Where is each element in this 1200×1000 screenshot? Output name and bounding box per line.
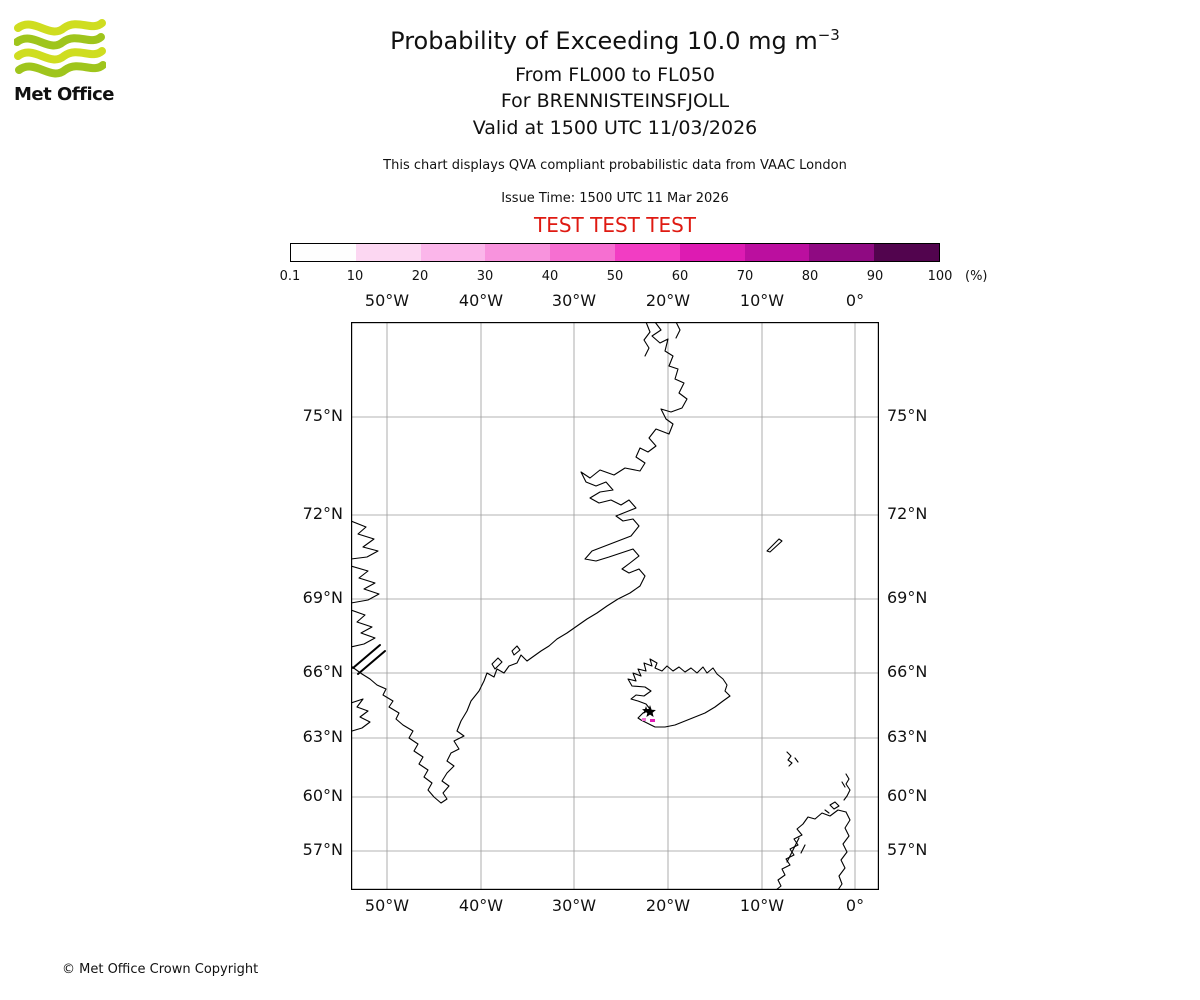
coastline-greenland-west-hatch-1	[352, 644, 381, 669]
coastlines	[351, 322, 851, 890]
met-office-logo: Met Office	[13, 16, 115, 105]
probability-patch-dark	[650, 719, 655, 722]
qva-description: This chart displays QVA compliant probab…	[383, 158, 847, 173]
map-border	[351, 322, 879, 890]
lat-tick-right-4: 63°N	[887, 727, 928, 746]
colorbar-tick-label-5: 50	[606, 269, 624, 284]
test-banner: TEST TEST TEST	[533, 213, 696, 237]
lat-tick-left-1: 72°N	[302, 504, 343, 523]
coastline-scotland-east	[837, 811, 851, 890]
coastline-shetland	[843, 773, 851, 801]
met-office-logo-waves-icon	[13, 19, 107, 78]
issue-time: Issue Time: 1500 UTC 11 Mar 2026	[501, 191, 729, 206]
colorbar-labels: 0.1 10 20 30 40 50 60 70 80 90 100	[280, 269, 953, 287]
coastline-greenland-nuuk-fjords	[351, 698, 371, 732]
lat-tick-right-0: 75°N	[887, 406, 928, 425]
lon-tick-bottom-2: 30°W	[551, 896, 597, 915]
coastline-greenland-north-fjord	[643, 322, 651, 357]
colorbar-segment-2	[420, 244, 486, 261]
colorbar-tick-label-7: 70	[736, 269, 754, 284]
lon-tick-top-0: 50°W	[364, 291, 410, 310]
coastline-greenland-islet-2	[511, 645, 521, 656]
colorbar-segment-9	[874, 244, 939, 261]
copyright-notice: © Met Office Crown Copyright	[62, 962, 259, 977]
lat-tick-right-2: 69°N	[887, 588, 928, 607]
lat-tick-right-5: 60°N	[887, 786, 928, 805]
coastline-shetland-2	[841, 781, 846, 788]
colorbar-tick-label-4: 40	[541, 269, 559, 284]
colorbar-tick-label-8: 80	[801, 269, 819, 284]
lon-tick-bottom-5: 0°	[845, 896, 865, 915]
subtitle-valid-time: Valid at 1500 UTC 11/03/2026	[472, 117, 758, 139]
colorbar-segment-4	[550, 244, 615, 261]
colorbar-tick-label-3: 30	[476, 269, 494, 284]
coastline-jan-mayen	[766, 538, 783, 553]
coastline-scotland-west	[775, 809, 847, 890]
coastline-faroes-2	[794, 757, 799, 763]
colorbar-tick-label-9: 90	[866, 269, 884, 284]
lon-tick-bottom-4: 10°W	[739, 896, 785, 915]
map-gridlines	[351, 322, 879, 890]
coastline-greenland-north-fjord-2	[675, 322, 681, 339]
subtitle-flight-levels: From FL000 to FL050	[515, 64, 715, 86]
colorbar-unit: (%)	[965, 269, 988, 284]
lon-tick-top-4: 10°W	[739, 291, 785, 310]
lat-tick-right-6: 57°N	[887, 840, 928, 859]
lat-tick-left-3: 66°N	[302, 662, 343, 681]
colorbar-tick-label-1: 10	[346, 269, 364, 284]
lat-tick-left-5: 60°N	[302, 786, 343, 805]
coastline-greenland-west-3	[351, 609, 376, 648]
page-title: Probability of Exceeding 10.0 mg m−3	[30, 26, 1200, 55]
probability-patch-light	[642, 718, 646, 721]
lon-tick-top-1: 40°W	[458, 291, 504, 310]
colorbar-segment-0	[291, 244, 356, 261]
coastline-orkney	[829, 801, 840, 810]
lat-tick-left-0: 75°N	[302, 406, 343, 425]
coastline-greenland-west-2	[351, 565, 380, 604]
colorbar-segment-3	[485, 244, 551, 261]
coastline-greenland-west-1	[351, 520, 379, 560]
colorbar	[290, 243, 940, 262]
coastline-hebrides-1	[786, 837, 800, 863]
lat-tick-right-1: 72°N	[887, 504, 928, 523]
lat-tick-left-4: 63°N	[302, 727, 343, 746]
lon-tick-top-3: 20°W	[645, 291, 691, 310]
coastline-greenland-west-hatch-2	[357, 650, 386, 675]
colorbar-segment-7	[744, 244, 810, 261]
map	[351, 322, 879, 890]
lon-tick-bottom-3: 20°W	[645, 896, 691, 915]
page-title-text: Probability of Exceeding 10.0 mg m	[390, 27, 818, 55]
colorbar-tick-label-6: 60	[671, 269, 689, 284]
colorbar-tick-label-10: 100	[927, 269, 953, 284]
coastline-greenland-islet-1	[491, 657, 503, 670]
volcano-star-icon-small	[642, 706, 650, 714]
volcano-star-icon	[644, 705, 656, 717]
volcano-marker	[642, 705, 656, 722]
lat-tick-left-6: 57°N	[302, 840, 343, 859]
lon-tick-top-5: 0°	[845, 291, 865, 310]
lon-tick-bottom-1: 40°W	[458, 896, 504, 915]
coastline-orkney-2	[824, 809, 830, 814]
colorbar-tick-label-2: 20	[411, 269, 429, 284]
met-office-logo-text: Met Office	[14, 84, 115, 105]
subtitle-volcano: For BRENNISTEINSFJOLL	[500, 90, 730, 112]
coastline-faroes-1	[786, 751, 793, 767]
coastline-iceland	[627, 658, 731, 728]
colorbar-segment-5	[614, 244, 680, 261]
lat-tick-left-2: 69°N	[302, 588, 343, 607]
page-title-exponent: −3	[817, 26, 840, 44]
colorbar-segment-8	[809, 244, 875, 261]
lon-tick-bottom-0: 50°W	[364, 896, 410, 915]
colorbar-segment-6	[679, 244, 745, 261]
coastline-greenland	[351, 322, 688, 804]
lon-tick-top-2: 30°W	[551, 291, 597, 310]
colorbar-tick-label-0: 0.1	[279, 269, 301, 284]
lat-tick-right-3: 66°N	[887, 662, 928, 681]
colorbar-segment-1	[355, 244, 421, 261]
coastline-hebrides-2	[800, 844, 806, 854]
